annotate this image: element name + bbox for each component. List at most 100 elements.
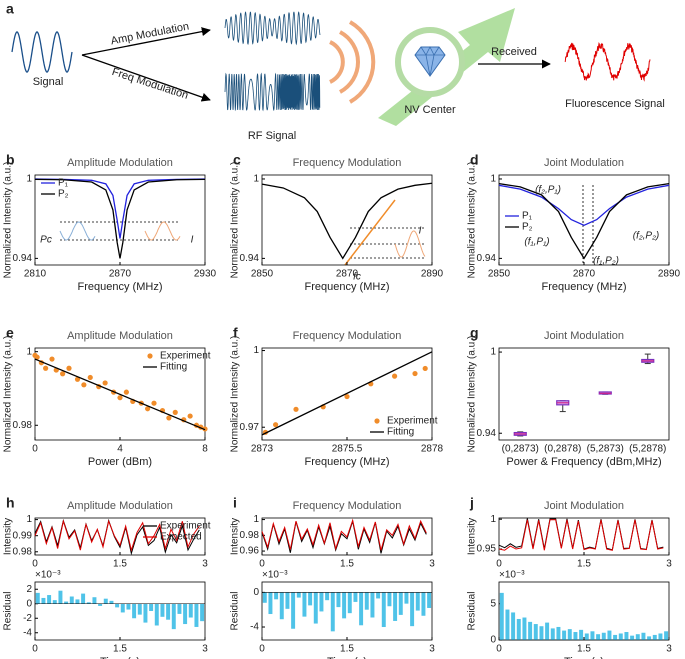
chart-title: Frequency Modulation bbox=[293, 330, 402, 342]
point bbox=[412, 370, 418, 377]
bar bbox=[427, 592, 432, 608]
bar bbox=[404, 592, 409, 604]
y-tick-label: 0.97 bbox=[240, 422, 260, 433]
chart-title: Amplitude Modulation bbox=[67, 157, 173, 169]
rf-label: RF Signal bbox=[248, 130, 296, 142]
am-wave bbox=[224, 11, 321, 46]
point bbox=[34, 354, 40, 360]
point bbox=[172, 409, 178, 415]
y-axis-label: Residual bbox=[3, 592, 14, 631]
x-tick-label: 3 bbox=[429, 559, 435, 570]
bar bbox=[171, 603, 176, 630]
panel-label: a bbox=[6, 1, 14, 17]
point bbox=[422, 365, 428, 372]
x-tick-label: (5,2873) bbox=[587, 444, 624, 455]
bar bbox=[132, 603, 137, 619]
x-tick-label: 2850 bbox=[251, 269, 274, 280]
y-axis-label: Residual bbox=[467, 592, 478, 631]
bar bbox=[664, 631, 669, 640]
y-tick-label: 0.98 bbox=[240, 530, 260, 541]
bar bbox=[268, 592, 273, 615]
point bbox=[66, 365, 72, 371]
bar bbox=[545, 622, 550, 640]
y-tick-label: 0.94 bbox=[13, 253, 33, 264]
bar bbox=[522, 617, 527, 640]
bar bbox=[415, 592, 420, 611]
chart-title: Amplitude Modulation bbox=[67, 500, 173, 512]
x-tick-label: 2870 bbox=[573, 269, 596, 280]
bar bbox=[126, 603, 131, 610]
bar bbox=[347, 592, 352, 614]
y-tick-label: 1 bbox=[253, 345, 259, 356]
annotation: I bbox=[419, 226, 422, 237]
bar bbox=[647, 636, 652, 640]
chart: f Frequency Modulation Normalized Intensit… bbox=[230, 325, 444, 468]
point bbox=[102, 380, 108, 386]
x-tick-label: 0 bbox=[259, 559, 265, 570]
bar bbox=[658, 633, 663, 640]
bar bbox=[342, 592, 347, 619]
bar bbox=[41, 597, 46, 604]
legend-label: P₂ bbox=[58, 189, 69, 200]
input-wave bbox=[59, 221, 96, 241]
y-tick-label: 1 bbox=[490, 347, 496, 358]
point bbox=[145, 406, 151, 412]
bar bbox=[336, 592, 341, 608]
x-tick-label: 4 bbox=[117, 444, 123, 455]
line-series bbox=[498, 182, 670, 260]
chart-title: Joint Modulation bbox=[544, 157, 624, 169]
chart-title: Frequency Modulation bbox=[293, 157, 402, 169]
bar bbox=[353, 592, 358, 602]
amp-label: Amp Modulation bbox=[110, 20, 190, 47]
x-tick-label: 2850 bbox=[488, 269, 511, 280]
x-tick-label: 2930 bbox=[194, 269, 217, 280]
annotation: (f₂,P₂) bbox=[633, 231, 660, 242]
bar bbox=[613, 634, 618, 640]
chart: ×10⁻³ResidualTime (s)0-401.53 bbox=[230, 570, 436, 659]
x-axis-label: Power (dBm) bbox=[88, 456, 152, 468]
bar bbox=[109, 600, 114, 604]
y-tick-label: 0.98 bbox=[13, 546, 33, 557]
bar bbox=[319, 592, 324, 612]
y-tick-label: 1 bbox=[490, 514, 496, 525]
y-tick-label: 0.94 bbox=[477, 428, 497, 439]
bar bbox=[86, 602, 91, 604]
bar bbox=[539, 626, 544, 640]
signal-wave bbox=[11, 31, 73, 73]
point bbox=[166, 415, 172, 421]
bar bbox=[194, 603, 199, 627]
x-tick-label: 0 bbox=[32, 444, 38, 455]
bar bbox=[166, 603, 171, 620]
output-wave bbox=[144, 221, 181, 241]
bar bbox=[137, 603, 142, 615]
y-tick-label: 0.99 bbox=[13, 530, 33, 541]
bar bbox=[98, 603, 103, 606]
x-axis-label: Frequency (MHz) bbox=[305, 456, 390, 468]
line-series bbox=[34, 358, 206, 431]
x-tick-label: 3 bbox=[202, 644, 208, 655]
bar bbox=[635, 634, 640, 640]
bar bbox=[641, 632, 646, 640]
x-axis-label: Frequency (MHz) bbox=[542, 281, 627, 293]
x-axis-label: Time (s) bbox=[100, 656, 140, 659]
bar bbox=[143, 603, 148, 623]
line-series bbox=[261, 519, 427, 554]
bar bbox=[393, 592, 398, 621]
line-series bbox=[498, 184, 670, 227]
x-tick-label: 0 bbox=[32, 559, 38, 570]
y-tick-label: 0.98 bbox=[13, 420, 33, 431]
y-tick-label: 0.95 bbox=[477, 544, 497, 555]
panel-label: d bbox=[470, 152, 479, 168]
bar bbox=[624, 632, 629, 640]
y-tick-label: 1 bbox=[26, 346, 32, 357]
y-axis-label: Intensity bbox=[3, 518, 14, 555]
x-tick-label: (5,2878) bbox=[629, 444, 666, 455]
y-axis-label: Residual bbox=[230, 592, 241, 631]
x-tick-label: 1.5 bbox=[577, 559, 591, 570]
x-tick-label: 0 bbox=[32, 644, 38, 655]
bar bbox=[183, 603, 188, 625]
line-series bbox=[498, 519, 664, 551]
